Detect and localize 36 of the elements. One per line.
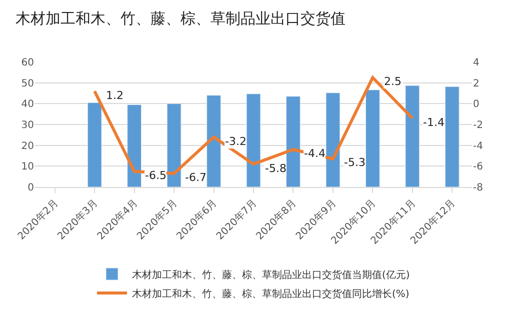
bar bbox=[286, 96, 300, 187]
bar bbox=[246, 94, 261, 187]
data-label: -3.2 bbox=[225, 135, 246, 148]
legend-label: 木材加工和木、竹、藤、棕、草制品业出口交货值当期值(亿元) bbox=[132, 268, 410, 281]
y-tick-label: 30 bbox=[21, 120, 34, 131]
y-tick-label: 0 bbox=[28, 182, 34, 194]
bar bbox=[87, 102, 102, 187]
chart-title: 木材加工和木、竹、藤、棕、草制品业出口交货值 bbox=[15, 9, 346, 28]
y2-tick-label: -2 bbox=[473, 120, 483, 131]
bar bbox=[405, 85, 420, 187]
y2-tick-label: -8 bbox=[473, 182, 483, 194]
data-label: -6.7 bbox=[185, 171, 206, 184]
y-tick-label: 60 bbox=[21, 58, 34, 68]
bar bbox=[206, 95, 221, 187]
y2-tick-label: -6 bbox=[473, 162, 483, 173]
data-label: 1.2 bbox=[106, 89, 124, 102]
data-label: -1.4 bbox=[423, 116, 444, 129]
legend-label: 木材加工和木、竹、藤、棕、草制品业出口交货值同比增长(%) bbox=[132, 288, 410, 300]
bar bbox=[326, 92, 340, 187]
y-tick-label: 50 bbox=[21, 78, 34, 90]
y-tick-label: 40 bbox=[21, 99, 34, 110]
data-label: -5.8 bbox=[265, 162, 286, 175]
y-tick-label: 10 bbox=[21, 162, 34, 173]
data-label: -5.3 bbox=[344, 156, 366, 169]
bar bbox=[166, 103, 182, 187]
y2-tick-label: 0 bbox=[473, 99, 480, 110]
bar bbox=[444, 86, 460, 187]
data-label: 2.5 bbox=[384, 75, 402, 88]
y2-tick-label: -4 bbox=[473, 140, 483, 152]
bar bbox=[365, 90, 380, 187]
data-label: -6.5 bbox=[145, 169, 166, 182]
y-tick-label: 20 bbox=[21, 140, 34, 152]
y2-tick-label: 4 bbox=[473, 58, 480, 68]
y2-tick-label: 2 bbox=[473, 78, 480, 90]
bar bbox=[127, 104, 142, 187]
data-label: -4.4 bbox=[304, 147, 326, 160]
